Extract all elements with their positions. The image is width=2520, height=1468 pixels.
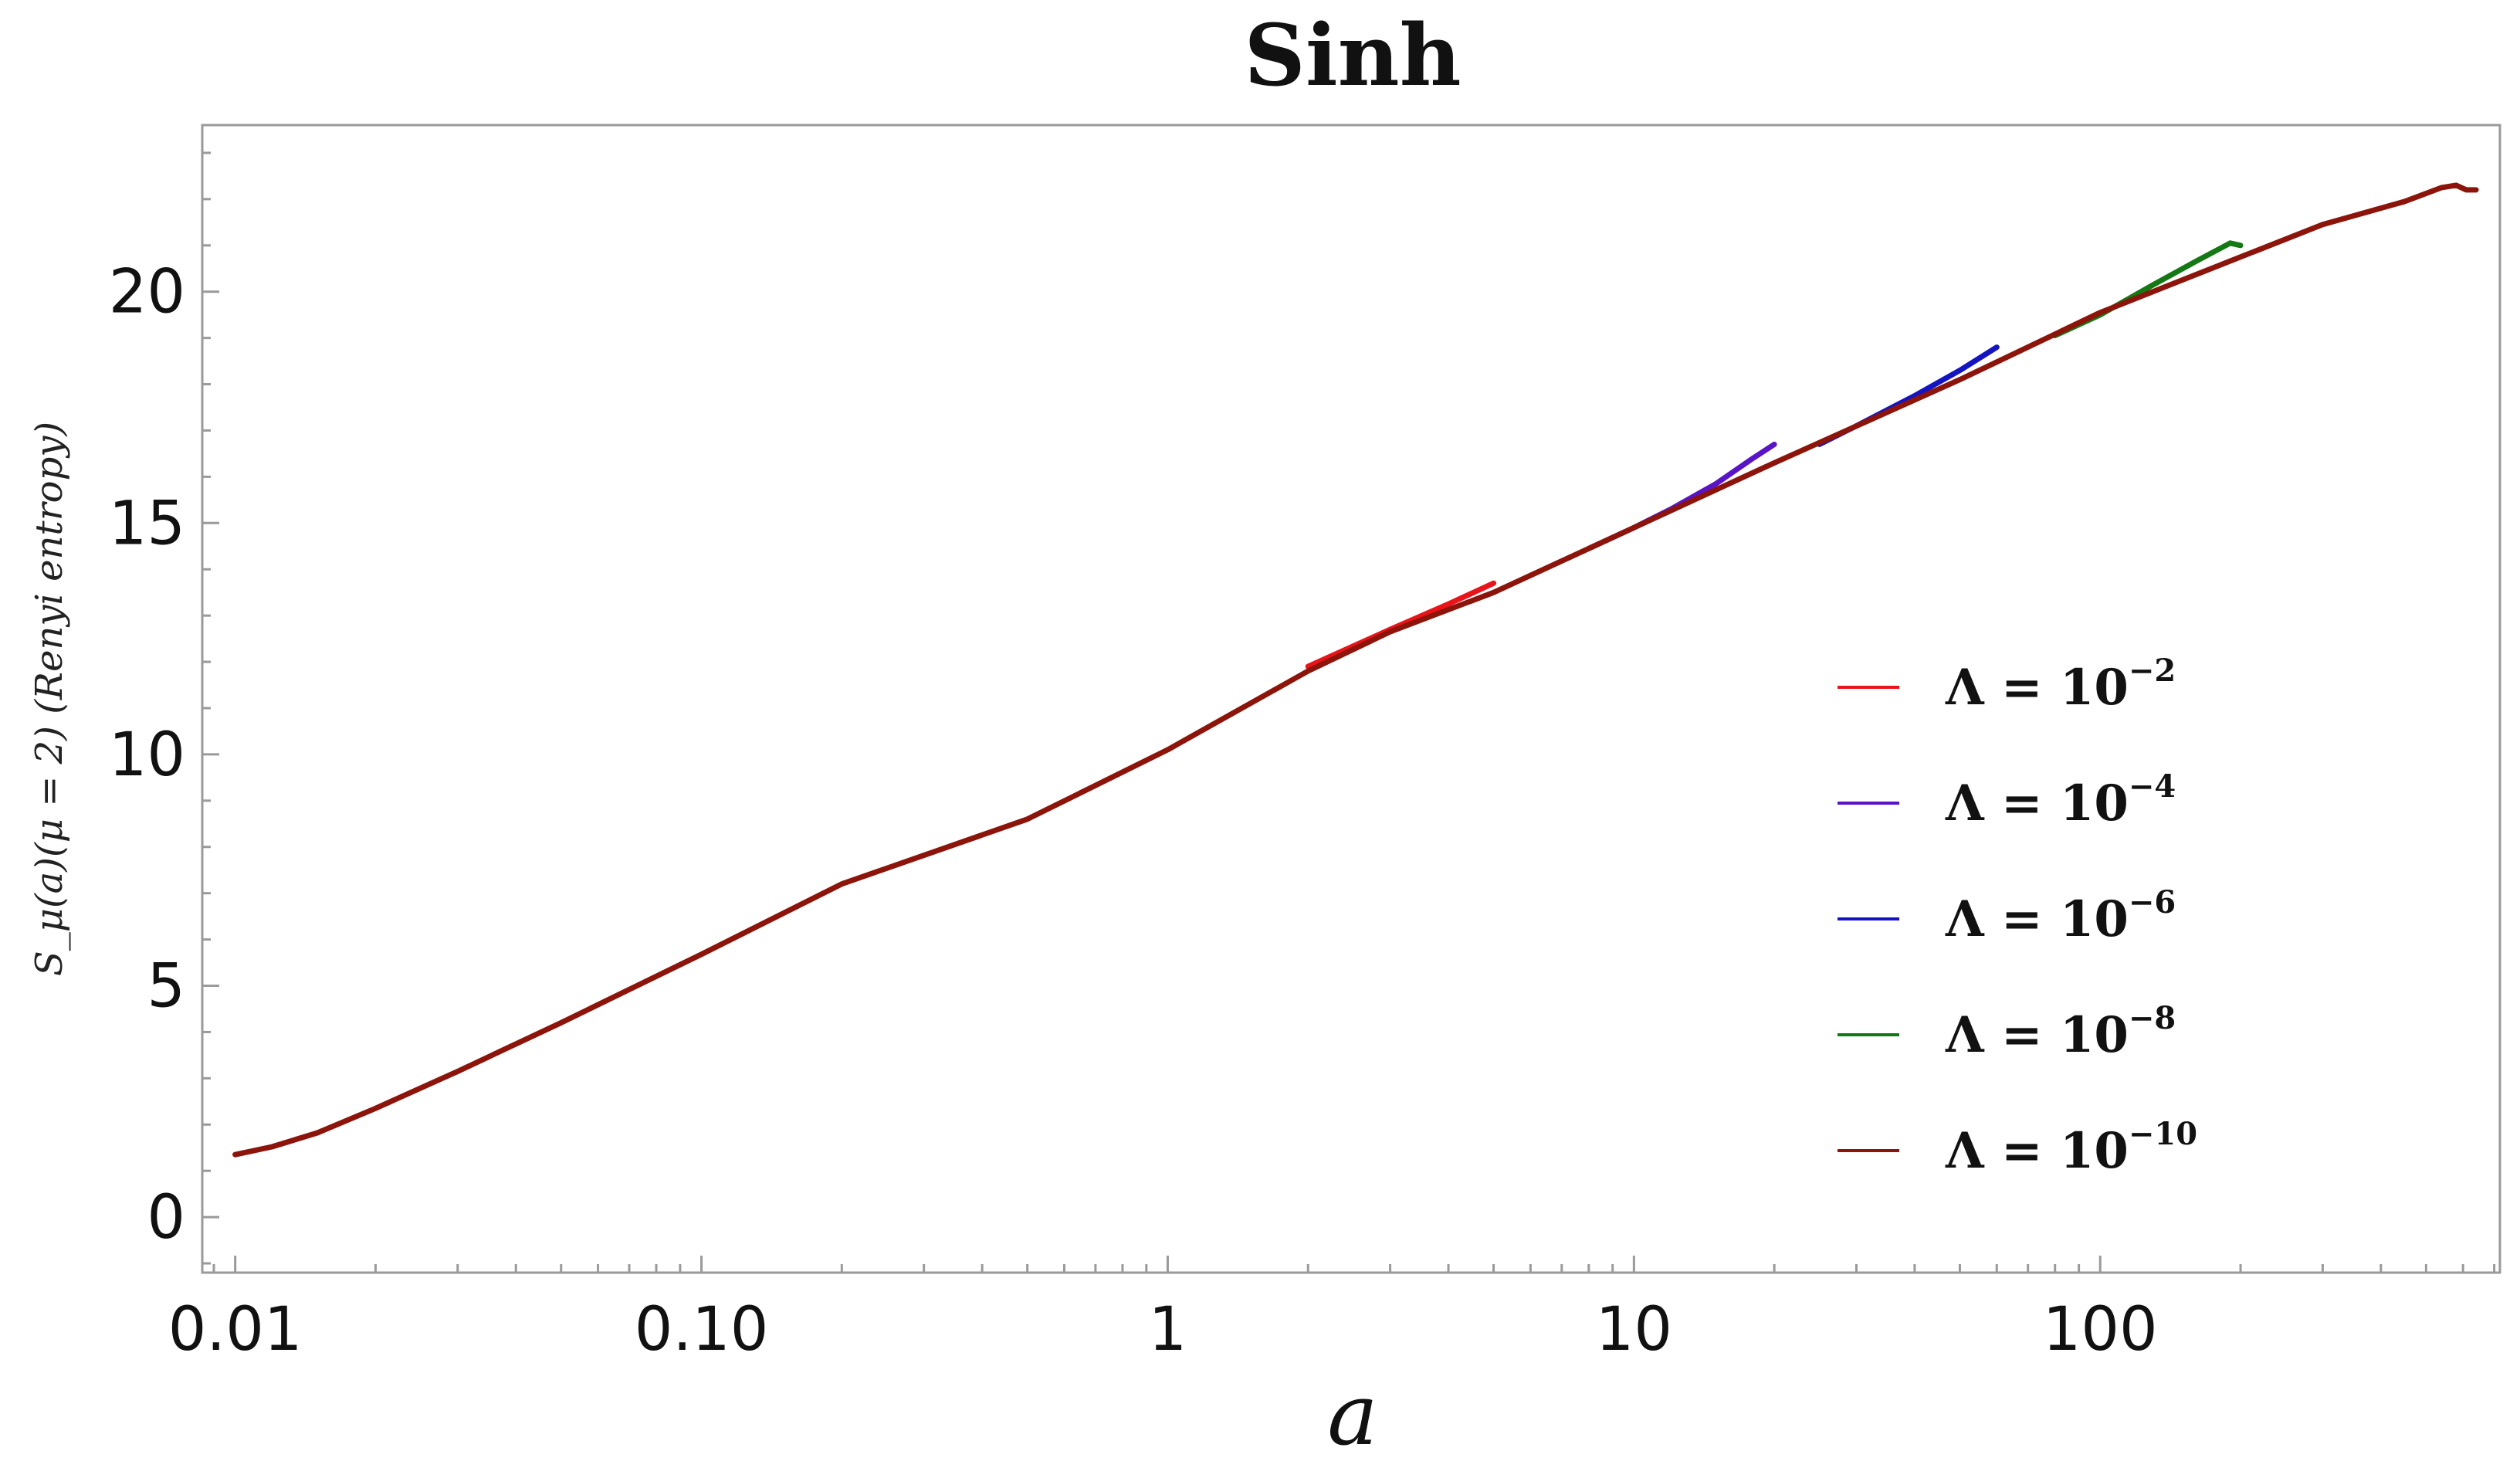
x-tick-label: 1 — [1149, 1295, 1187, 1365]
legend-exponent: −2 — [2129, 653, 2176, 689]
x-tick-label: 0.01 — [168, 1295, 303, 1365]
series-line-1 — [1305, 580, 1497, 670]
plot-frame — [201, 124, 2501, 1274]
x-axis: 0.01 0.10 1 10 100 — [168, 1256, 2496, 1365]
series-line-5 — [232, 182, 2479, 1158]
legend-exponent: −6 — [2129, 884, 2176, 920]
y-tick-label: 5 — [147, 952, 185, 1022]
series-layer — [232, 182, 2479, 1158]
y-tick-label: 15 — [109, 489, 185, 558]
legend-exponent: −10 — [2129, 1116, 2197, 1152]
y-tick-label: 20 — [109, 258, 185, 327]
chart-title: Sinh — [1244, 5, 1461, 105]
legend-label-5: Λ = 10−10 — [1945, 1116, 2197, 1180]
y-tick-label: 0 — [147, 1183, 185, 1253]
x-tick-label: 100 — [2043, 1295, 2158, 1365]
legend-label-3: Λ = 10−6 — [1945, 884, 2176, 948]
y-axis: 0 5 10 15 20 — [109, 151, 219, 1265]
x-axis-label: a — [1327, 1365, 1378, 1464]
legend-exponent: −8 — [2129, 1000, 2176, 1036]
legend-label-2: Λ = 10−4 — [1945, 768, 2176, 832]
x-tick-label: 0.10 — [635, 1295, 769, 1365]
legend-label-4: Λ = 10−8 — [1945, 1000, 2176, 1064]
legend-exponent: −4 — [2129, 768, 2176, 805]
y-tick-label: 10 — [109, 720, 185, 790]
x-tick-label: 10 — [1596, 1295, 1672, 1365]
y-axis-label: S_μ(a)(μ = 2) (Renyi entropy) — [28, 422, 71, 976]
legend: Λ = 10−2 Λ = 10−4 Λ = 10−6 Λ = 10−8 Λ = 10−1… — [1838, 653, 2197, 1180]
legend-label-1: Λ = 10−2 — [1945, 653, 2176, 717]
